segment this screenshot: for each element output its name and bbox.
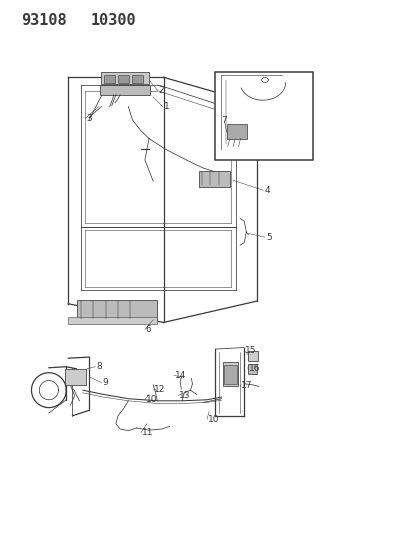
Text: 93108: 93108 — [21, 13, 66, 28]
Text: 1: 1 — [163, 102, 169, 111]
Text: 7: 7 — [221, 117, 227, 125]
FancyBboxPatch shape — [247, 351, 257, 361]
Text: 5: 5 — [265, 233, 271, 241]
Text: 10300: 10300 — [91, 13, 136, 28]
Text: 2: 2 — [158, 86, 164, 94]
Text: 16: 16 — [249, 365, 260, 373]
Text: 9: 9 — [102, 378, 108, 387]
FancyBboxPatch shape — [247, 364, 256, 374]
FancyBboxPatch shape — [104, 75, 115, 83]
Text: 14: 14 — [174, 371, 185, 379]
FancyBboxPatch shape — [101, 72, 149, 84]
Bar — [215, 72, 312, 160]
Text: 4: 4 — [263, 186, 269, 195]
FancyBboxPatch shape — [118, 75, 129, 83]
Text: 6: 6 — [145, 325, 151, 334]
Text: 15: 15 — [244, 346, 256, 355]
FancyBboxPatch shape — [132, 75, 143, 83]
Text: 10: 10 — [207, 415, 219, 424]
FancyBboxPatch shape — [76, 300, 157, 320]
Text: 8: 8 — [96, 362, 102, 371]
FancyBboxPatch shape — [226, 124, 246, 139]
Text: 17: 17 — [240, 382, 252, 390]
Text: 11: 11 — [141, 429, 153, 437]
Text: 13: 13 — [178, 391, 190, 400]
FancyBboxPatch shape — [65, 369, 86, 385]
Text: 12: 12 — [154, 385, 165, 393]
Text: 10: 10 — [145, 395, 157, 404]
Text: 3: 3 — [86, 114, 92, 123]
FancyBboxPatch shape — [100, 85, 150, 95]
FancyBboxPatch shape — [68, 317, 157, 324]
FancyBboxPatch shape — [198, 171, 229, 187]
FancyBboxPatch shape — [222, 362, 238, 386]
FancyBboxPatch shape — [224, 365, 236, 384]
